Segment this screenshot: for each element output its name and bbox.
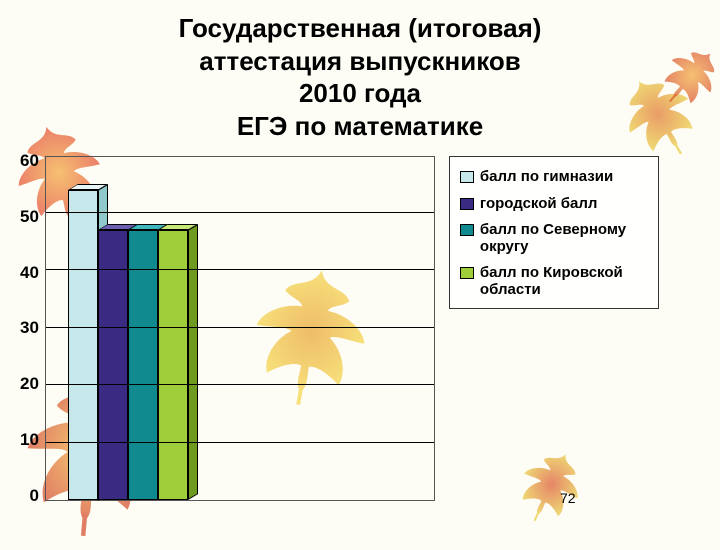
y-tick-label: 40 xyxy=(20,263,39,283)
legend-item: балл по Кировской области xyxy=(460,265,648,298)
y-tick-label: 30 xyxy=(20,318,39,338)
page-title: Государственная (итоговая)аттестация вып… xyxy=(0,0,720,148)
gridline xyxy=(46,442,434,443)
y-tick-label: 20 xyxy=(20,374,39,394)
gridline xyxy=(46,269,434,270)
page-number: 72 xyxy=(560,490,576,506)
bar-front xyxy=(128,230,158,500)
title-line: аттестация выпускников xyxy=(40,45,680,78)
title-line: 2010 года xyxy=(40,77,680,110)
chart-plot xyxy=(45,156,435,501)
legend-swatch xyxy=(460,198,474,210)
bar-front xyxy=(68,190,98,501)
bar xyxy=(158,224,198,500)
bar-side xyxy=(188,224,198,500)
legend-item: балл по Северному округу xyxy=(460,222,648,255)
chart-area: 60 50 40 30 20 10 0 балл по гимназии городской … xyxy=(0,148,720,506)
title-line: Государственная (итоговая) xyxy=(40,12,680,45)
legend-label: балл по гимназии xyxy=(480,169,613,186)
legend-label: городской балл xyxy=(480,196,598,213)
gridline xyxy=(46,327,434,328)
legend: балл по гимназии городской балл балл по Се… xyxy=(449,156,659,309)
legend-swatch xyxy=(460,267,474,279)
legend-swatch xyxy=(460,224,474,236)
bar-front xyxy=(98,230,128,500)
y-tick-label: 10 xyxy=(20,430,39,450)
bar-front xyxy=(158,230,188,500)
y-tick-label: 60 xyxy=(20,151,39,171)
legend-swatch xyxy=(460,171,474,183)
legend-label: балл по Северному округу xyxy=(480,222,648,255)
gridline xyxy=(46,384,434,385)
legend-label: балл по Кировской области xyxy=(480,265,648,298)
gridline xyxy=(46,212,434,213)
legend-item: балл по гимназии xyxy=(460,169,648,186)
title-line: ЕГЭ по математике xyxy=(40,110,680,143)
y-axis-labels: 60 50 40 30 20 10 0 xyxy=(20,151,45,506)
y-tick-label: 0 xyxy=(29,486,38,506)
legend-item: городской балл xyxy=(460,196,648,213)
y-tick-label: 50 xyxy=(20,207,39,227)
